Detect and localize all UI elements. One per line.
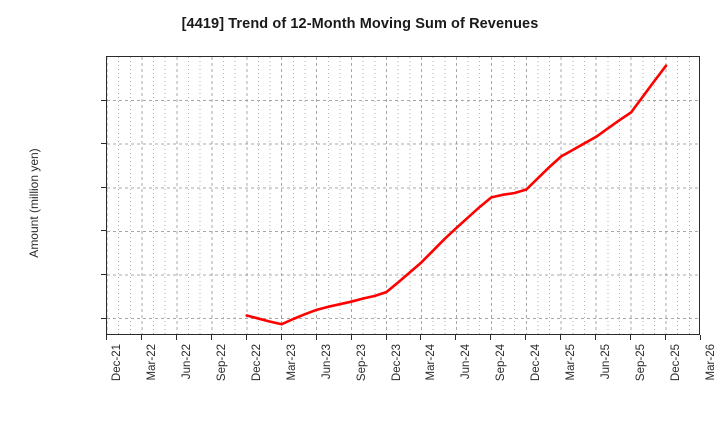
x-axis-tick-label: Dec-23 [390,344,403,382]
x-axis-tick-label: Jun-24 [460,344,473,380]
x-axis-tick-mark [210,335,212,340]
chart-title: [4419] Trend of 12-Month Moving Sum of R… [181,16,539,32]
x-axis-tick-mark [700,335,701,340]
x-axis-tick-label: Sep-24 [495,344,508,382]
x-axis-tick-mark [595,335,597,340]
plot-area [106,56,700,335]
data-series-line [245,64,668,326]
x-axis-tick-mark [630,335,632,340]
x-axis-tick-label: Sep-25 [635,344,648,382]
x-axis-tick-label: Dec-24 [530,344,543,382]
x-axis-tick-mark [245,335,247,340]
x-axis-tick-mark [385,335,387,340]
x-axis-tick-mark [280,335,282,340]
x-axis-tick-mark [175,335,177,340]
x-axis-tick-mark [560,335,562,340]
grid-lines [107,57,699,334]
x-axis-tick-label: Mar-23 [285,344,298,381]
y-axis-tick-mark [101,143,106,145]
x-axis-tick-label: Mar-25 [565,344,578,381]
x-axis-tick-label: Sep-23 [355,344,368,382]
x-axis-tick-mark [140,335,142,340]
x-axis-tick-mark [420,335,422,340]
y-axis-tick-mark [101,273,106,275]
x-axis-tick-mark [665,335,667,340]
x-axis-tick-mark [106,335,107,340]
x-axis-tick-mark [455,335,457,340]
y-axis-tick-mark [101,230,106,232]
x-axis-tick-label: Jun-23 [320,344,333,380]
x-axis-tick-label: Sep-22 [215,344,228,382]
y-axis-title: Amount (million yen) [27,148,41,258]
x-axis-tick-label: Mar-22 [145,344,158,381]
x-axis-tick-label: Mar-26 [705,344,717,381]
x-axis-tick-label: Mar-24 [425,344,438,381]
x-axis-tick-label: Jun-25 [600,344,613,380]
x-axis-tick-mark [525,335,527,340]
x-axis-tick-label: Dec-22 [250,344,263,382]
y-axis-tick-mark [101,186,106,188]
y-axis-tick-mark [101,317,106,319]
y-axis-tick-mark [101,99,106,101]
x-axis-tick-mark [315,335,317,340]
x-axis-tick-label: Dec-25 [670,344,683,382]
x-axis-tick-label: Dec-21 [111,344,123,382]
x-axis-tick-label: Jun-22 [180,344,193,380]
x-axis-tick-mark [350,335,352,340]
x-axis-tick-mark [490,335,492,340]
